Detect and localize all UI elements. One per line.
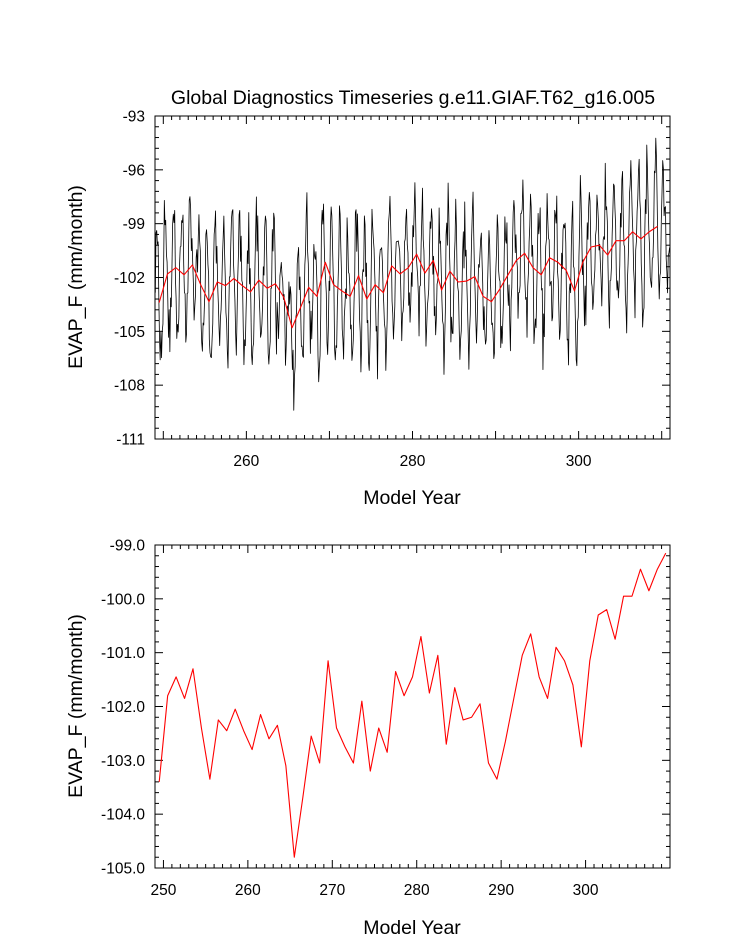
y-tick-label: -99.0 <box>110 538 146 555</box>
y-tick-label: -105 <box>114 324 145 341</box>
y-tick-label: -96 <box>123 162 145 179</box>
y-tick-label: -108 <box>114 378 145 395</box>
y-tick-label: -93 <box>123 109 145 126</box>
x-tick-label: 280 <box>400 453 426 470</box>
series-line-annual-mean <box>158 225 658 329</box>
plot-frame <box>154 544 671 869</box>
y-tick-label: -99 <box>123 216 145 233</box>
y-tick-label: -101.0 <box>101 645 145 662</box>
y-tick-label: -102.0 <box>101 699 145 716</box>
x-tick-label: 260 <box>235 882 261 899</box>
x-axis-label: Model Year <box>363 917 461 939</box>
annual-mean-evap-panel: -105.0 -104.0 -103.0 -102.0 -101.0 -100.0 -99.… <box>65 538 671 939</box>
x-tick-label: 260 <box>233 453 259 470</box>
y-axis-label: EVAP_F (mm/month) <box>65 614 87 798</box>
axis-ticks <box>154 544 671 869</box>
y-tick-label: -105.0 <box>101 861 145 878</box>
series-line-monthly <box>154 137 671 411</box>
x-axis-label: Model Year <box>363 487 461 509</box>
axis-ticks <box>154 115 671 440</box>
series-lines <box>154 137 671 411</box>
y-tick-label: -102 <box>114 270 145 287</box>
x-tick-label: 300 <box>573 882 599 899</box>
y-tick-label: -111 <box>116 432 145 449</box>
monthly-evap-panel: -111 -108 -105 -102 -99 -96 -93 260 280 300 Mode… <box>65 109 671 509</box>
x-tick-label: 280 <box>404 882 430 899</box>
y-tick-labels: -105.0 -104.0 -103.0 -102.0 -101.0 -100.0 -99.… <box>101 538 145 878</box>
x-tick-label: 250 <box>151 882 177 899</box>
x-tick-labels: 250 260 270 280 290 300 <box>151 882 599 899</box>
y-axis-label: EVAP_F (mm/month) <box>65 185 87 369</box>
chart-title: Global Diagnostics Timeseries g.e11.GIAF… <box>171 87 655 109</box>
y-tick-label: -104.0 <box>101 807 145 824</box>
x-tick-label: 290 <box>488 882 514 899</box>
x-tick-label: 300 <box>566 453 592 470</box>
x-tick-labels: 260 280 300 <box>233 453 591 470</box>
series-line-annual-mean <box>158 552 667 858</box>
y-tick-labels: -111 -108 -105 -102 -99 -96 -93 <box>114 109 145 449</box>
y-tick-label: -103.0 <box>101 753 145 770</box>
y-tick-label: -100.0 <box>101 591 145 608</box>
x-tick-label: 270 <box>319 882 345 899</box>
series-lines <box>158 552 667 858</box>
